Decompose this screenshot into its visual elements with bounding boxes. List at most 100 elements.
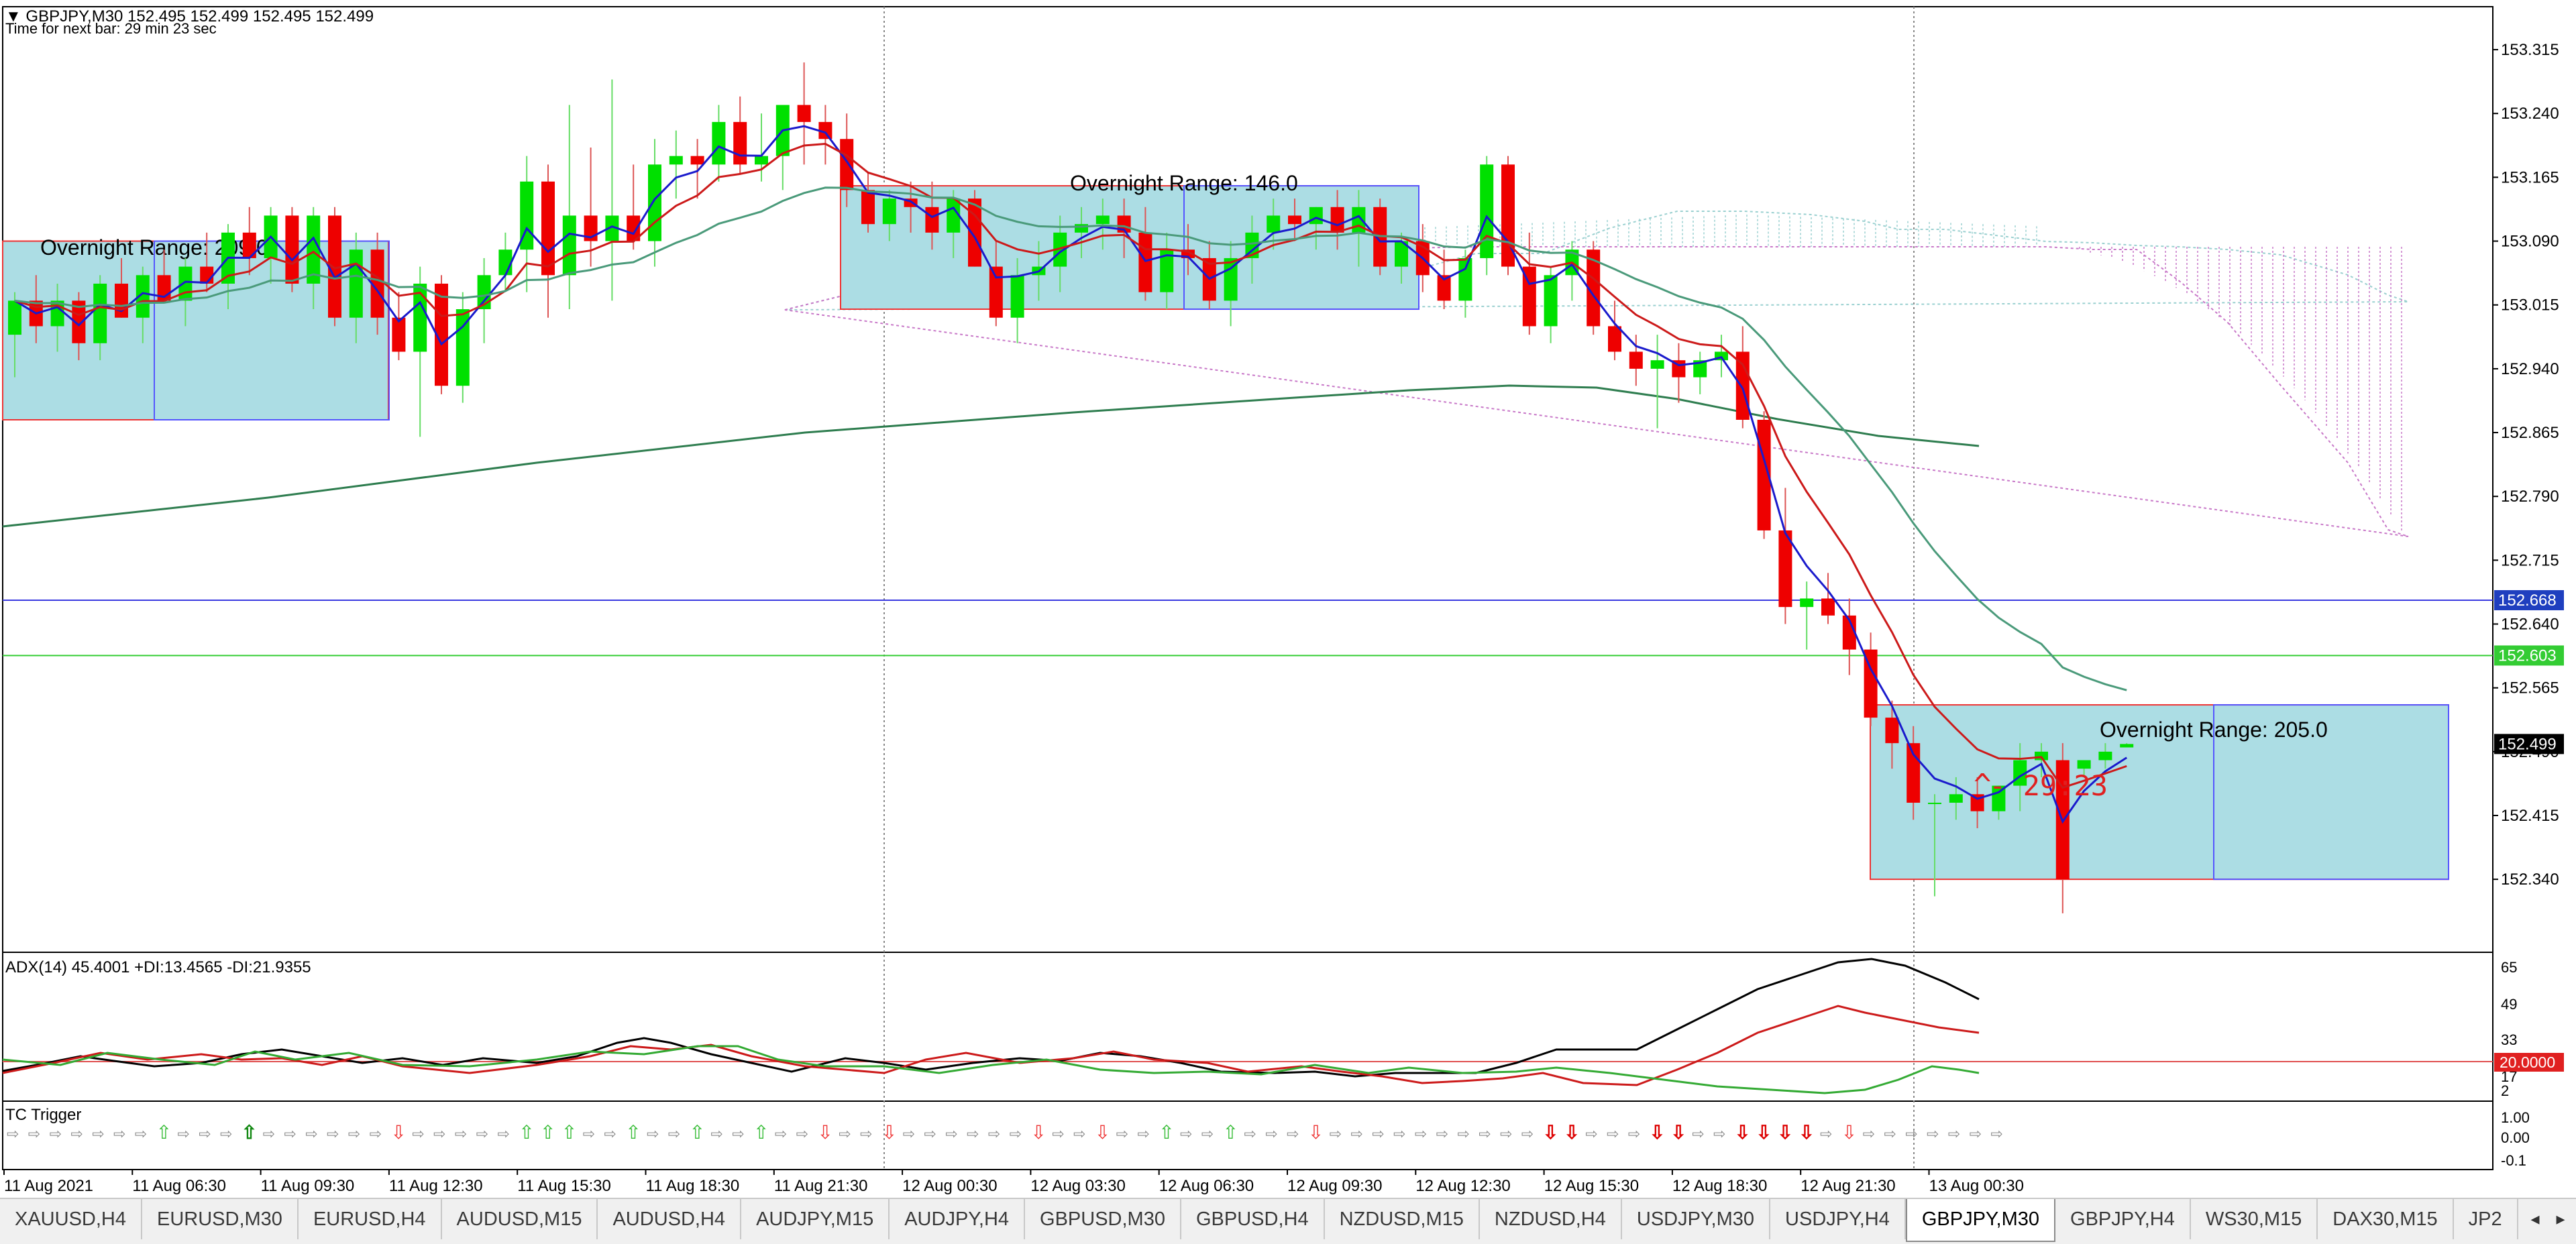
price-tag-green: 152.603 (2494, 645, 2564, 666)
tc-arrow-right: ⇨ (1201, 1125, 1214, 1142)
chart-canvas[interactable]: Overnight Range: 209.0 Overnight Range: … (0, 0, 2576, 1198)
chart-tab[interactable]: USDJPY,H4 (1770, 1199, 1906, 1239)
tc-arrow-up-green-bold: ⇧ (241, 1122, 257, 1143)
tc-arrow-right: ⇨ (1905, 1125, 1917, 1142)
chart-tab[interactable]: EURUSD,H4 (299, 1199, 442, 1239)
chart-tab[interactable]: JP2 (2454, 1199, 2518, 1239)
candle-body (733, 121, 747, 165)
chart-tab[interactable]: GBPJPY,H4 (2055, 1199, 2191, 1239)
candle-body (1842, 615, 1856, 650)
candle-body (627, 215, 641, 241)
chart-tab[interactable]: EURUSD,M30 (142, 1199, 299, 1239)
adx-label: ADX(14) 45.4001 +DI:13.4565 -DI:21.9355 (5, 958, 311, 976)
candle-body (1075, 224, 1088, 233)
adx-tick-label: 33 (2501, 1031, 2517, 1048)
chart-tab[interactable]: AUDJPY,H4 (890, 1199, 1026, 1239)
candle-body (328, 215, 341, 318)
overnight-range-box-2: Overnight Range: 146.0 (840, 171, 1419, 310)
chart-tab[interactable]: NZDUSD,M15 (1325, 1199, 1480, 1239)
chart-tab[interactable]: AUDJPY,M15 (741, 1199, 890, 1239)
candle-body (712, 121, 726, 165)
tc-arrow-right: ⇨ (220, 1125, 232, 1142)
adx-tick-label: 49 (2501, 996, 2517, 1013)
tc-arrow-up-green: ⇧ (519, 1122, 534, 1143)
candle-body (1160, 249, 1174, 292)
chart-tab[interactable]: NZDUSD,H4 (1480, 1199, 1622, 1239)
tc-arrow-down-red: ⇩ (817, 1122, 833, 1143)
tc-arrow-up-green: ⇧ (1223, 1122, 1238, 1143)
candle-body (1885, 718, 1899, 744)
tc-arrow-right: ⇨ (668, 1125, 680, 1142)
tc-arrow-up-green: ⇧ (1159, 1122, 1174, 1143)
time-tick-label: 12 Aug 03:30 (1030, 1177, 1125, 1195)
tc-arrow-right: ⇨ (1073, 1125, 1085, 1142)
tc-tick-label: 0.00 (2501, 1129, 2530, 1146)
chart-tab[interactable]: GBPUSD,H4 (1181, 1199, 1325, 1239)
candle-body (1735, 351, 1750, 420)
candle-body (1095, 215, 1110, 225)
tab-scroll-right-button[interactable]: ▸ (2549, 1202, 2572, 1235)
bar-countdown-arrow: ^ (1974, 768, 1992, 802)
tc-arrow-right: ⇨ (433, 1125, 445, 1142)
chart-tab[interactable]: DAX30,M15 (2318, 1199, 2454, 1239)
tc-arrow-right: ⇨ (604, 1125, 616, 1142)
time-tick-label: 11 Aug 09:30 (261, 1177, 355, 1195)
tc-arrow-right: ⇨ (370, 1125, 382, 1142)
chart-tab[interactable]: USDJPY,M30 (1622, 1199, 1771, 1239)
candle-body (2035, 751, 2048, 760)
tc-arrow-right: ⇨ (1116, 1125, 1128, 1142)
tc-arrow-right: ⇨ (1287, 1125, 1299, 1142)
time-tick-label: 12 Aug 18:30 (1672, 1177, 1767, 1195)
tc-arrow-right: ⇨ (1372, 1125, 1384, 1142)
tc-arrow-down-red: ⇩ (881, 1122, 897, 1143)
candle-body (1395, 241, 1408, 267)
tc-trigger-label: TC Trigger (5, 1106, 81, 1124)
price-tick-label: 152.415 (2501, 807, 2559, 825)
chart-tab[interactable]: WS30,M15 (2191, 1199, 2318, 1239)
candle-body (1010, 275, 1024, 318)
tc-arrow-right: ⇨ (1607, 1125, 1619, 1142)
tc-arrow-right: ⇨ (92, 1125, 104, 1142)
candle-body (1330, 207, 1344, 233)
tc-arrow-right: ⇨ (263, 1125, 275, 1142)
tc-arrow-right: ⇨ (199, 1125, 211, 1142)
chart-tab[interactable]: AUDUSD,H4 (598, 1199, 742, 1239)
tc-arrow-right: ⇨ (945, 1125, 957, 1142)
tc-trigger-arrows: ⇨ ⇨ ⇨ ⇨ ⇨ ⇨ ⇨ ⇧ ⇨ ⇨ ⇨ ⇧ ⇨ ⇨ ⇨ ⇨ ⇨ ⇨ ⇩ ⇨ ⇨ ⇨ ⇨ ⇨ ⇧ ⇧ ⇧ ⇨ ⇨ ⇧ ⇨ ⇨ ⇧ ⇨ ⇨ ⇧ ⇨ ⇨ ⇩ ⇨… (7, 1122, 2003, 1143)
candle-body (755, 156, 768, 165)
tc-axis: 1.00 0.00 -0.1 (2501, 1109, 2530, 1169)
candle-body (72, 300, 86, 343)
tc-arrow-right: ⇨ (903, 1125, 915, 1142)
candle-body (115, 283, 128, 318)
candle-body (1800, 598, 1814, 608)
tc-arrow-right: ⇨ (1820, 1125, 1832, 1142)
candle-body (861, 190, 875, 225)
tc-arrow-right: ⇨ (583, 1125, 595, 1142)
candle-body (349, 249, 363, 318)
tc-arrow-right: ⇨ (1137, 1125, 1149, 1142)
tc-arrow-right: ⇨ (348, 1125, 360, 1142)
chart-tab[interactable]: GBPJPY,M30 (1905, 1199, 2056, 1242)
tab-scroll-left-button[interactable]: ◂ (2524, 1202, 2546, 1235)
price-tick-label: 153.165 (2501, 168, 2559, 186)
candle-body (477, 275, 491, 310)
chart-tab[interactable]: XAUUSD,H4 (0, 1199, 142, 1239)
tc-arrow-right: ⇨ (1052, 1125, 1064, 1142)
chart-tab[interactable]: GBPUSD,M30 (1025, 1199, 1181, 1239)
tc-arrow-down-red: ⇩ (1841, 1122, 1857, 1143)
adx-panel-frame (2, 952, 2493, 1102)
price-axis: 153.315 153.240 153.165 153.090 153.015 152.9… (2493, 41, 2559, 889)
tc-arrow-down-red-bold: ⇩ (1756, 1122, 1772, 1143)
adx-level-tag: 20.0000 (2494, 1053, 2564, 1072)
candle-body (947, 199, 961, 233)
price-tick-label: 152.865 (2501, 424, 2559, 442)
tc-arrow-right: ⇨ (988, 1125, 1000, 1142)
candle-body (392, 317, 406, 352)
chart-tab[interactable]: AUDUSD,M15 (442, 1199, 598, 1239)
candle-body (2098, 751, 2112, 760)
tc-arrow-right: ⇨ (1436, 1125, 1448, 1142)
price-tick-label: 153.090 (2501, 233, 2559, 251)
tc-arrow-up-green: ⇧ (690, 1122, 705, 1143)
price-tag-current: 152.499 (2494, 734, 2564, 754)
tc-arrow-right: ⇨ (1970, 1125, 1982, 1142)
